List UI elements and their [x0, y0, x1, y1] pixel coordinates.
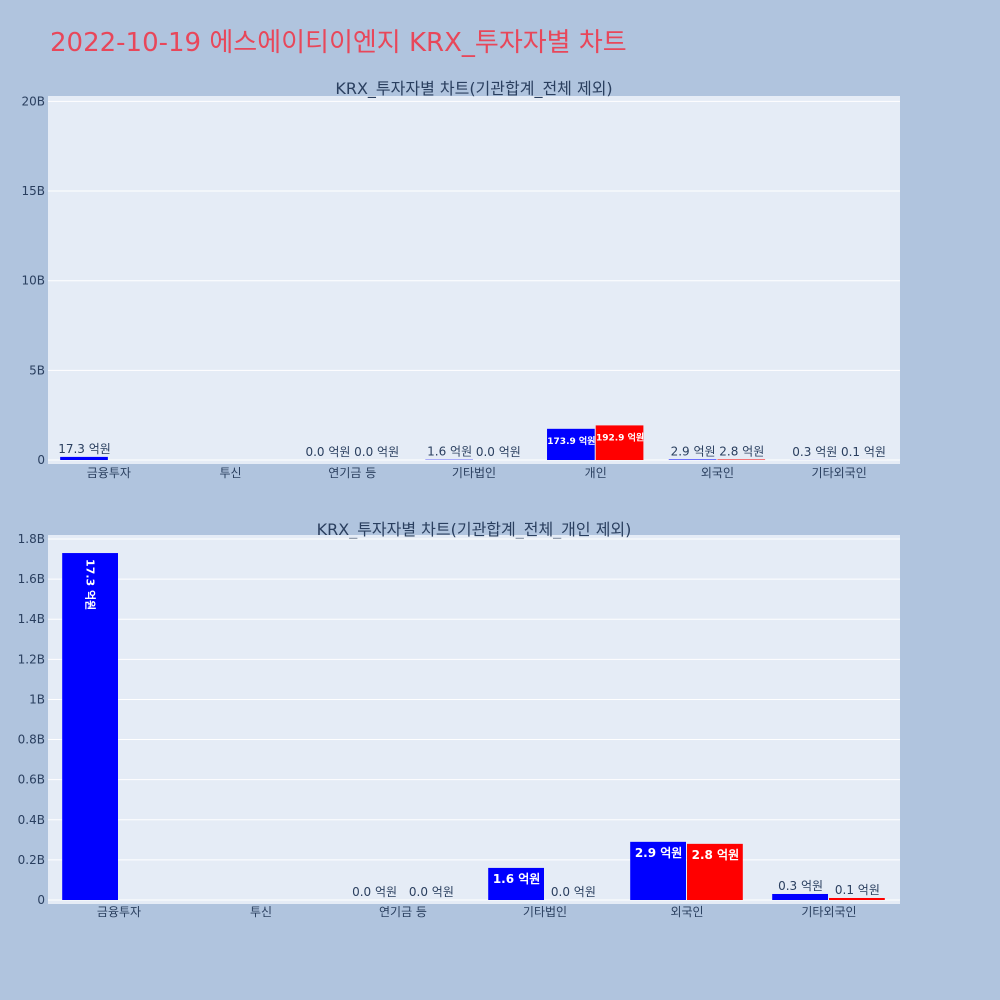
- bar-data-label: 0.0 억원: [352, 885, 397, 899]
- x-tick-label: 투신: [220, 466, 242, 480]
- bar-data-label: 2.8 억원: [719, 444, 764, 458]
- page-title: 2022-10-19 에스에이티이엔지 KRX_투자자별 차트: [50, 28, 627, 58]
- bar: [717, 459, 766, 460]
- bar-data-label: 1.6 억원: [427, 445, 472, 459]
- x-tick-label: 금융투자: [97, 905, 141, 919]
- bar-data-label: 0.0 억원: [354, 445, 399, 459]
- x-tick-label: 외국인: [670, 905, 703, 919]
- x-tick-label: 기타법인: [452, 466, 496, 480]
- bar-data-label: 2.9 억원: [635, 846, 683, 860]
- x-tick-label: 기타외국인: [801, 905, 856, 919]
- chart-2: KRX_투자자별 차트(기관합계_전체_개인 제외) 0 0.2B 0.4B 0.6B 0…: [18, 520, 900, 919]
- bar: [60, 456, 108, 460]
- y-tick-label: 5B: [29, 363, 45, 377]
- bar-data-label: 192.9 억원: [596, 431, 644, 443]
- y-tick-label: 15B: [21, 184, 45, 198]
- y-tick-label: 0.8B: [18, 733, 45, 747]
- y-tick-label: 1.8B: [18, 532, 45, 546]
- y-tick-label: 0.4B: [18, 813, 45, 827]
- bar: [630, 841, 686, 900]
- x-tick-label: 연기금 등: [328, 466, 376, 480]
- bar: [668, 459, 717, 460]
- bar-data-label: 2.9 억원: [671, 444, 716, 458]
- bar: [62, 553, 118, 900]
- bar-data-label: 1.6 억원: [493, 872, 541, 886]
- y-tick-label: 0: [37, 453, 45, 467]
- bar-data-label: 0.3 억원: [792, 445, 837, 459]
- bar-data-label: 173.9 억원: [547, 435, 595, 447]
- x-tick-label: 기타법인: [523, 905, 567, 919]
- bar: [547, 428, 595, 460]
- y-tick-label: 0.6B: [18, 773, 45, 787]
- bar-data-label: 0.0 억원: [476, 445, 521, 459]
- bar: [687, 843, 743, 900]
- bar: [829, 897, 885, 900]
- y-tick-label: 1.4B: [18, 612, 45, 626]
- bar: [595, 425, 644, 460]
- chart-1: KRX_투자자별 차트(기관합계_전체 제외) 0 5B 10B 15B 20B 금융투자 1…: [21, 79, 900, 480]
- y-tick-label: 1.6B: [18, 572, 45, 586]
- bar: [772, 893, 828, 900]
- y-tick-label: 0.2B: [18, 853, 45, 867]
- y-tick-label: 20B: [21, 94, 45, 108]
- x-tick-label: 기타외국인: [812, 466, 867, 480]
- bar: [488, 867, 544, 900]
- bar-data-label: 2.8 억원: [692, 848, 740, 862]
- x-tick-label: 금융투자: [87, 466, 131, 480]
- bar-data-label: 0.1 억원: [835, 883, 880, 897]
- bar-data-label: 0.1 억원: [841, 445, 886, 459]
- y-tick-label: 1B: [29, 692, 45, 706]
- x-tick-label: 개인: [585, 466, 607, 480]
- y-tick-label: 0: [37, 893, 45, 907]
- x-tick-label: 연기금 등: [379, 905, 427, 919]
- plot-area: [48, 96, 900, 464]
- bar-data-label: 0.0 억원: [551, 885, 596, 899]
- bar-data-label: 17.3 억원: [84, 559, 98, 610]
- chart-title: KRX_투자자별 차트(기관합계_전체_개인 제외): [317, 520, 632, 540]
- bar-data-label: 17.3 억원: [58, 442, 111, 456]
- bar-data-label: 0.0 억원: [305, 445, 350, 459]
- y-tick-label: 10B: [21, 274, 45, 288]
- bar-data-label: 0.0 억원: [409, 885, 454, 899]
- plot-area: [48, 535, 900, 904]
- x-tick-label: 투신: [250, 905, 272, 919]
- bar-data-label: 0.3 억원: [778, 879, 823, 893]
- x-tick-label: 외국인: [701, 466, 734, 480]
- y-tick-label: 1.2B: [18, 652, 45, 666]
- chart-title: KRX_투자자별 차트(기관합계_전체 제외): [335, 79, 612, 99]
